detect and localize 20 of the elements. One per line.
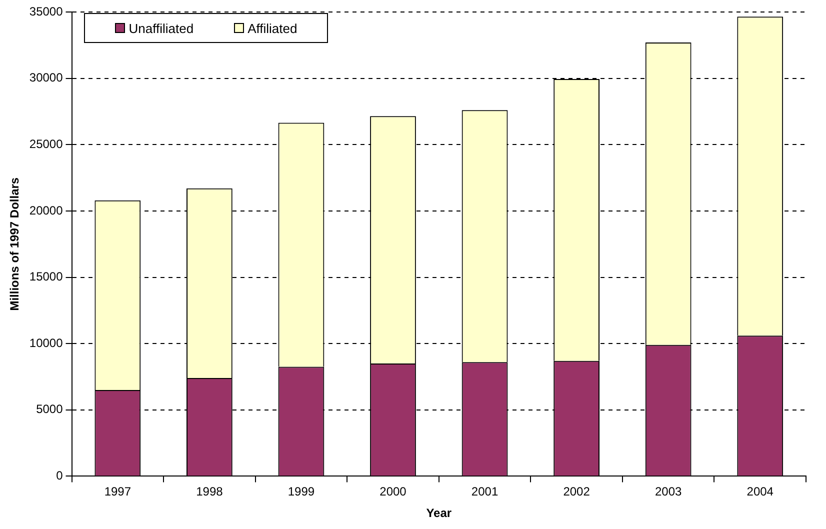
- y-tick-label: 25000: [29, 136, 64, 151]
- x-tick-label: 2002: [563, 484, 590, 499]
- y-tick-label: 0: [56, 468, 64, 483]
- x-tick-label: 2000: [380, 484, 407, 499]
- x-tick-label: 2003: [654, 484, 682, 499]
- x-tick-label: 1998: [196, 484, 224, 499]
- legend-label: Affiliated: [248, 20, 298, 36]
- legend-label: Unaffiliated: [128, 20, 194, 36]
- y-tick-label: 30000: [29, 70, 64, 85]
- y-axis-title: Millions of 1997 Dollars: [8, 177, 22, 311]
- y-tick-label: 15000: [29, 270, 64, 284]
- x-tick-label: 2004: [746, 484, 774, 499]
- x-axis-title: Year: [426, 506, 452, 520]
- y-tick-label: 5000: [36, 402, 64, 416]
- x-tick-label: 2001: [471, 484, 498, 499]
- y-tick-label: 35000: [29, 4, 64, 18]
- x-tick-label: 1999: [288, 484, 315, 499]
- y-tick-label: 20000: [29, 203, 64, 218]
- x-tick-label: 1997: [104, 484, 132, 499]
- y-tick-label: 10000: [29, 336, 64, 350]
